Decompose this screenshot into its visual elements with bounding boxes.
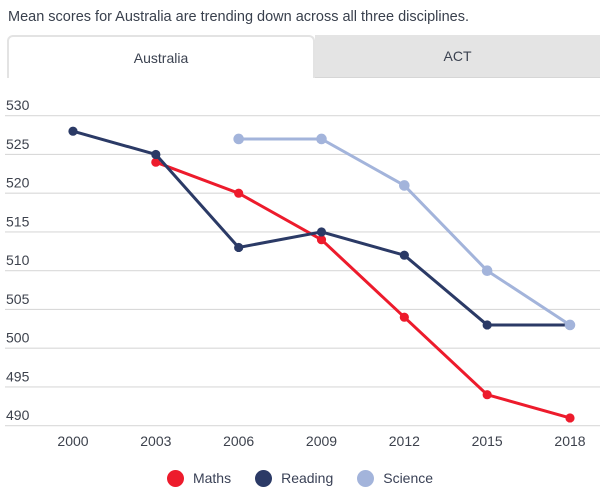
y-tick-label-520: 520 <box>6 175 30 191</box>
data-point-maths[interactable] <box>151 157 161 167</box>
tab-act-label: ACT <box>443 48 472 64</box>
data-point-maths[interactable] <box>316 235 327 245</box>
legend-swatch-reading-icon <box>255 469 273 487</box>
data-point-reading[interactable] <box>482 320 492 330</box>
y-tick-label-505: 505 <box>6 291 30 307</box>
y-tick-label-510: 510 <box>6 252 30 268</box>
data-point-science[interactable] <box>316 133 327 145</box>
tab-australia-label: Australia <box>133 49 189 66</box>
data-point-reading[interactable] <box>68 126 78 136</box>
series-line-maths <box>154 160 572 420</box>
page-title: Mean scores for Australia are trending d… <box>8 9 470 25</box>
y-tick-label-530: 530 <box>6 97 30 113</box>
data-point-science[interactable] <box>564 319 576 331</box>
tab-bar: Australia ACT <box>7 35 600 78</box>
x-tick-label-2009: 2009 <box>306 433 337 449</box>
x-tick-label-2000: 2000 <box>57 433 88 449</box>
data-point-reading[interactable] <box>151 149 161 160</box>
data-point-maths[interactable] <box>234 188 244 198</box>
data-point-reading[interactable] <box>399 250 409 260</box>
y-tick-label-500: 500 <box>6 330 30 346</box>
legend-label-reading: Reading <box>281 470 334 486</box>
legend-label-maths: Maths <box>192 470 232 486</box>
legend-label-science: Science <box>383 470 434 486</box>
data-point-maths[interactable] <box>482 390 492 400</box>
line-chart: 530 525 520 515 510 505 500 495 490 2000 2003 2006 2… <box>0 95 600 455</box>
data-point-science[interactable] <box>481 265 493 276</box>
data-point-science[interactable] <box>233 133 244 145</box>
data-point-maths[interactable] <box>399 312 409 322</box>
x-tick-label-2015: 2015 <box>472 433 503 449</box>
x-tick-label-2012: 2012 <box>389 433 420 449</box>
legend-item-science[interactable]: Science <box>357 469 434 487</box>
x-tick-label-2003: 2003 <box>140 433 171 449</box>
data-point-reading[interactable] <box>234 242 244 253</box>
y-tick-label-525: 525 <box>6 136 30 152</box>
x-tick-label-2018: 2018 <box>554 433 585 449</box>
y-tick-label-490: 490 <box>6 407 30 423</box>
x-tick-label-2006: 2006 <box>223 433 254 449</box>
data-point-science[interactable] <box>399 180 410 191</box>
legend-item-reading[interactable]: Reading <box>255 469 334 487</box>
chart-legend: Maths Reading Science <box>0 463 600 493</box>
chart-canvas: 530 525 520 515 510 505 500 495 490 2000 2003 2006 2… <box>5 97 600 449</box>
y-tick-label-495: 495 <box>6 368 30 384</box>
data-point-reading[interactable] <box>316 227 327 237</box>
y-tick-label-515: 515 <box>6 213 30 229</box>
data-point-maths[interactable] <box>565 413 575 423</box>
legend-swatch-science-icon <box>357 469 375 487</box>
tab-act[interactable]: ACT <box>315 35 600 78</box>
legend-swatch-maths-icon <box>166 469 184 487</box>
legend-item-maths[interactable]: Maths <box>166 469 232 487</box>
tab-australia[interactable]: Australia <box>7 35 315 78</box>
